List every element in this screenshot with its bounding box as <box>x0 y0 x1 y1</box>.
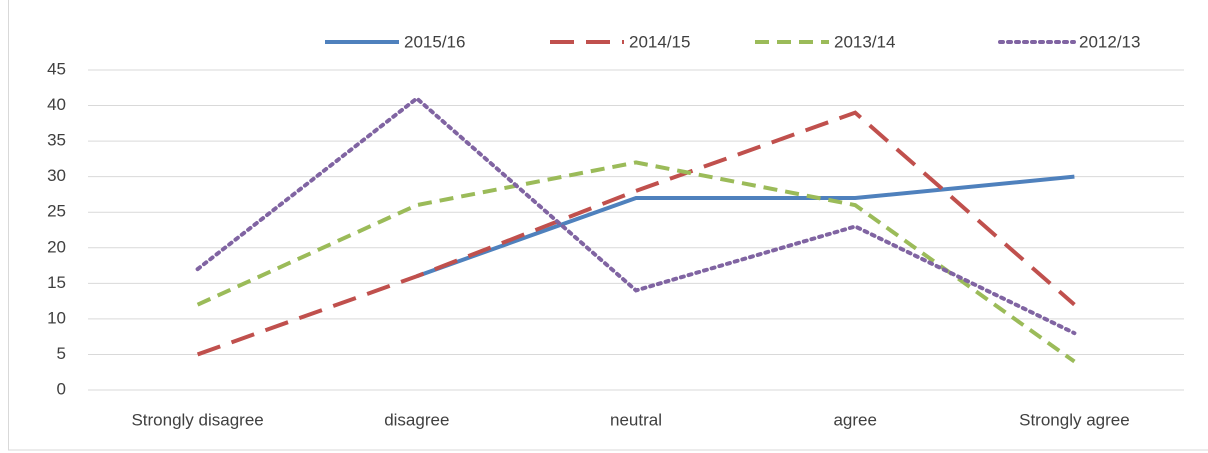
y-tick-label: 5 <box>57 344 66 363</box>
y-tick-label: 0 <box>57 379 66 398</box>
y-tick-label: 25 <box>47 202 66 221</box>
x-tick-label: Strongly agree <box>1019 410 1130 429</box>
x-tick-label: agree <box>833 410 876 429</box>
series-line <box>195 95 1077 336</box>
x-tick-label: neutral <box>610 410 662 429</box>
series-line <box>196 160 1076 364</box>
legend-label: 2013/14 <box>834 32 895 51</box>
chart-border <box>8 0 1208 451</box>
legend-label: 2015/16 <box>404 32 465 51</box>
series-line <box>196 110 1076 357</box>
y-tick-label: 20 <box>47 237 66 256</box>
legend-label: 2014/15 <box>629 32 690 51</box>
y-tick-label: 45 <box>47 59 66 78</box>
legend-label: 2012/13 <box>1079 32 1140 51</box>
y-tick-label: 30 <box>47 166 66 185</box>
y-tick-label: 35 <box>47 131 66 150</box>
y-tick-label: 10 <box>47 308 66 327</box>
y-tick-label: 40 <box>47 95 66 114</box>
x-tick-label: Strongly disagree <box>131 410 263 429</box>
x-tick-label: disagree <box>384 410 449 429</box>
series-line <box>416 174 1075 279</box>
y-tick-label: 15 <box>47 273 66 292</box>
